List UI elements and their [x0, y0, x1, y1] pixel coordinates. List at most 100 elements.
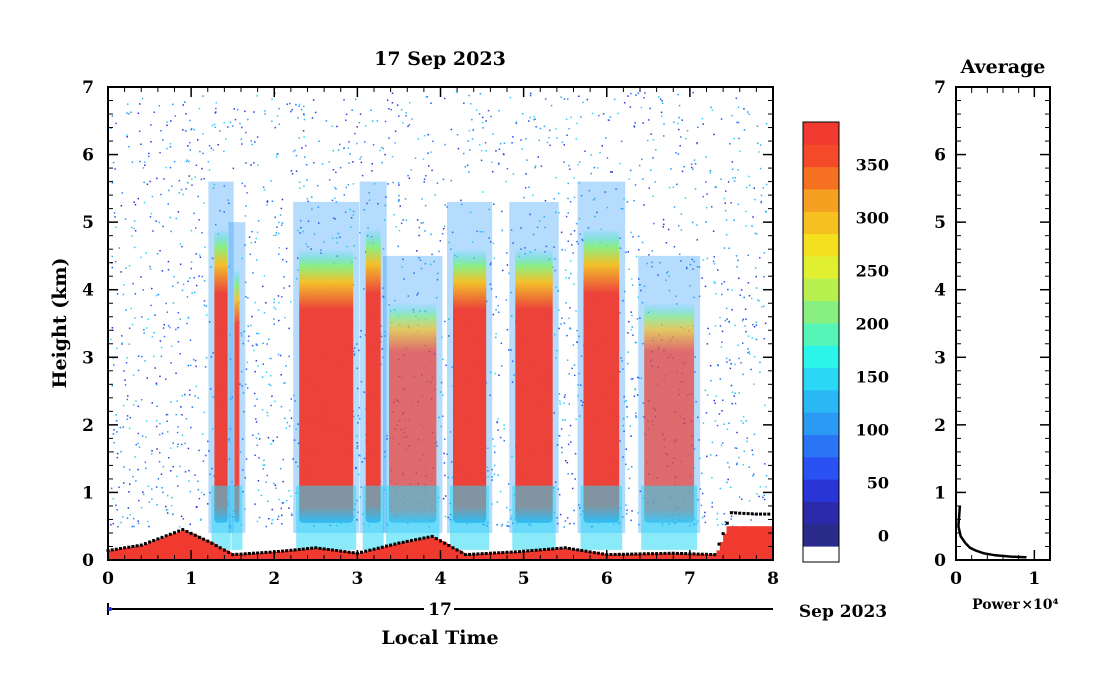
noise-speck: [653, 222, 655, 225]
noise-speck: [726, 361, 728, 363]
noise-speck: [190, 229, 193, 232]
noise-speck: [512, 173, 515, 175]
noise-speck: [156, 504, 158, 506]
noise-speck: [730, 363, 732, 365]
noise-speck: [356, 519, 358, 521]
noise-speck: [352, 161, 354, 163]
ground-column: [347, 551, 352, 560]
noise-speck: [132, 374, 135, 376]
noise-speck: [137, 405, 140, 408]
ground-column: [124, 547, 129, 560]
noise-speck: [295, 461, 297, 464]
noise-speck: [152, 230, 154, 232]
ground-column: [729, 526, 734, 560]
noise-speck: [754, 232, 757, 235]
noise-speck: [743, 296, 745, 299]
noise-speck: [336, 242, 338, 244]
noise-speck: [560, 428, 563, 430]
noise-speck: [560, 323, 562, 325]
noise-speck: [502, 269, 504, 272]
noise-speck: [524, 187, 527, 189]
ground-column: [307, 548, 312, 560]
noise-speck: [487, 470, 489, 472]
noise-speck: [556, 444, 559, 446]
noise-speck: [718, 413, 721, 415]
noise-speck: [129, 483, 131, 485]
avg-y-tick-label: 5: [934, 213, 946, 233]
noise-speck: [491, 479, 493, 481]
boundary-layer-dot: [231, 553, 235, 557]
noise-speck: [765, 475, 768, 477]
noise-speck: [290, 417, 293, 419]
noise-speck: [440, 381, 443, 384]
noise-speck: [256, 231, 259, 234]
noise-speck: [543, 125, 546, 128]
noise-speck: [382, 147, 385, 150]
noise-speck: [755, 338, 758, 341]
noise-speck: [357, 422, 359, 424]
noise-speck: [370, 109, 372, 111]
noise-speck: [763, 498, 766, 501]
noise-speck: [735, 255, 738, 257]
noise-speck: [733, 137, 735, 140]
ground-column: [656, 553, 661, 560]
noise-speck: [601, 145, 603, 147]
ground-column: [261, 552, 265, 560]
noise-speck: [752, 453, 754, 456]
noise-speck: [758, 300, 760, 302]
ground-column: [593, 552, 598, 560]
ground-column: [570, 548, 575, 560]
noise-speck: [150, 212, 153, 215]
cloud-base: [450, 485, 490, 550]
noise-speck: [506, 252, 508, 254]
ground-column: [128, 547, 132, 560]
noise-speck: [187, 181, 189, 184]
noise-speck: [629, 425, 631, 427]
noise-speck: [202, 95, 204, 97]
noise-speck: [360, 486, 362, 488]
ground-column: [520, 551, 525, 560]
ground-column: [483, 553, 488, 560]
noise-speck: [241, 143, 243, 145]
noise-speck: [307, 200, 309, 203]
boundary-layer-dot: [638, 552, 642, 556]
boundary-layer-dot: [754, 512, 758, 516]
noise-speck: [725, 233, 728, 236]
ground-column: [227, 551, 232, 560]
noise-speck: [720, 444, 723, 447]
noise-speck: [250, 164, 252, 166]
cloud-base: [231, 485, 243, 550]
noise-speck: [264, 110, 266, 112]
noise-speck: [579, 233, 581, 235]
noise-speck: [247, 297, 249, 299]
boundary-layer-dot: [746, 512, 750, 516]
noise-speck: [762, 496, 764, 499]
noise-speck: [291, 514, 293, 516]
noise-speck: [343, 194, 346, 196]
boundary-layer-dot: [651, 552, 654, 556]
noise-speck: [261, 376, 264, 378]
noise-speck: [579, 415, 581, 417]
noise-speck: [425, 96, 427, 98]
ground-column: [580, 550, 585, 560]
noise-speck: [626, 509, 628, 511]
ground-column: [300, 549, 305, 560]
noise-speck: [386, 438, 388, 440]
ground-column: [337, 550, 342, 560]
noise-speck: [492, 242, 495, 245]
boundary-layer-dot: [601, 552, 605, 556]
cloud-base: [362, 485, 384, 550]
noise-speck: [490, 262, 492, 264]
noise-speck: [189, 389, 191, 391]
noise-speck: [339, 236, 341, 239]
noise-speck: [399, 205, 401, 207]
boundary-layer-dot: [177, 529, 181, 533]
noise-speck: [584, 150, 586, 152]
avg-y-tick-label: 6: [934, 146, 946, 166]
noise-speck: [182, 283, 185, 286]
noise-speck: [184, 101, 186, 103]
noise-speck: [627, 95, 629, 97]
noise-speck: [155, 382, 158, 384]
